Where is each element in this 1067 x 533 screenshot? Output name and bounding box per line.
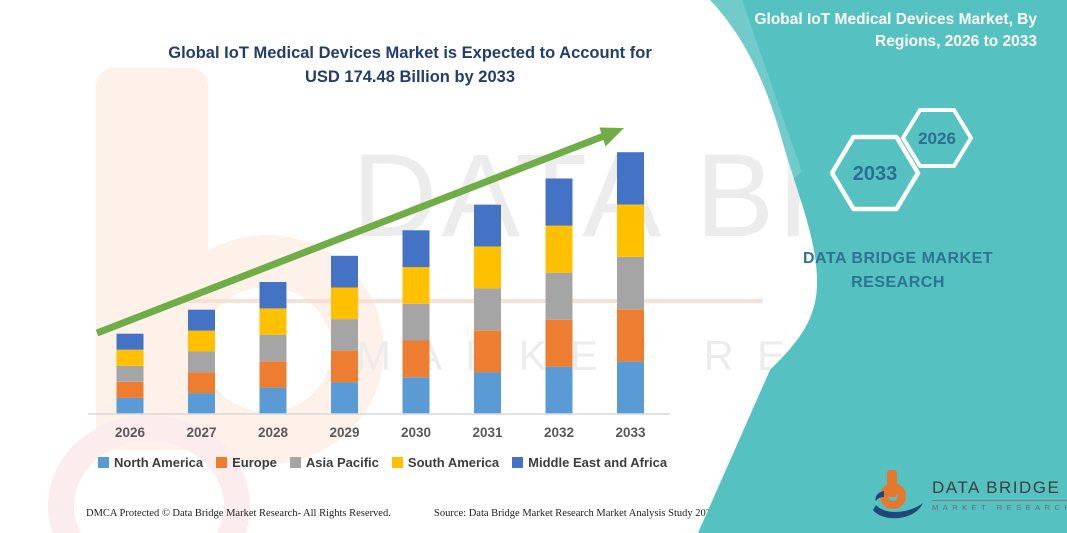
- bar-group-2033: 2033: [615, 152, 646, 440]
- bar-segment-north-america: [402, 377, 430, 415]
- bar-segment-south-america: [331, 287, 358, 320]
- bar-segment-south-america: [116, 349, 144, 366]
- legend-label: Europe: [232, 455, 277, 470]
- legend-label: North America: [114, 455, 204, 470]
- x-axis-label-2028: 2028: [258, 425, 289, 440]
- dbmr-logo-text: DATA BRIDGE MARKET RESEARCH: [932, 478, 1067, 512]
- bar-segment-asia-pacific: [545, 272, 573, 320]
- bar-segment-middle-east-and-africa: [331, 255, 358, 288]
- bar-group-2026: 2026: [115, 333, 146, 440]
- bar-segment-asia-pacific: [188, 351, 215, 373]
- bar-segment-south-america: [545, 225, 573, 273]
- hexagon-2033-badge: 2033: [829, 134, 921, 212]
- x-axis-label-2026: 2026: [115, 425, 146, 440]
- source-note: Source: Data Bridge Market Research Mark…: [434, 508, 717, 519]
- bar-segment-north-america: [331, 382, 358, 415]
- chart-title: Global IoT Medical Devices Market is Exp…: [168, 44, 652, 86]
- bar-segment-europe: [188, 372, 215, 394]
- bar-group-2027: 2027: [186, 309, 217, 440]
- bar-segment-middle-east-and-africa: [259, 282, 287, 309]
- panel-title: Global IoT Medical Devices Market, By Re…: [754, 11, 1037, 50]
- bar-segment-north-america: [259, 387, 287, 414]
- x-axis-label-2030: 2030: [401, 425, 431, 440]
- logo-subtitle: MARKET RESEARCH: [932, 503, 1067, 512]
- bar-group-2032: 2032: [544, 178, 574, 440]
- bar-segment-europe: [402, 340, 430, 378]
- legend-label: South America: [407, 455, 500, 470]
- bar-segment-asia-pacific: [259, 334, 287, 362]
- legend-item-north-america: North America: [98, 455, 203, 470]
- legend-swatch: [391, 457, 403, 468]
- legend-item-europe: Europe: [216, 455, 277, 470]
- bar-segment-south-america: [617, 204, 644, 257]
- legend-item-middle-east-and-africa: Middle East and Africa: [512, 455, 667, 470]
- bar-segment-europe: [259, 361, 287, 388]
- chart-legend: North America Europe Asia Pacific South Ame…: [98, 455, 670, 470]
- bar-group-2028: 2028: [258, 282, 289, 440]
- trend-arrow: [95, 127, 624, 337]
- bar-segment-middle-east-and-africa: [188, 309, 215, 331]
- bar-segment-south-america: [474, 246, 501, 289]
- dmca-note: DMCA Protected © Data Bridge Market Rese…: [86, 508, 391, 519]
- dbmr-logo: DATA BRIDGE MARKET RESEARCH: [872, 470, 1067, 520]
- bar-segment-north-america: [188, 393, 215, 414]
- x-axis-label-2027: 2027: [186, 425, 216, 440]
- bar-segment-north-america: [116, 397, 144, 414]
- legend-swatch: [289, 457, 301, 468]
- bar-segment-asia-pacific: [116, 365, 144, 382]
- legend-label: Middle East and Africa: [528, 455, 668, 470]
- panel-edge-highlight: [710, 0, 802, 186]
- legend-item-south-america: South America: [391, 455, 500, 470]
- bar-segment-asia-pacific: [617, 256, 644, 310]
- hexagon-2026-label: 2026: [918, 129, 956, 148]
- x-axis-label-2029: 2029: [329, 425, 359, 440]
- hexagon-2033-label: 2033: [853, 163, 898, 185]
- x-axis-label-2033: 2033: [615, 425, 646, 440]
- bar-group-2031: 2031: [472, 204, 503, 440]
- bar-segment-middle-east-and-africa: [474, 204, 501, 247]
- bar-segment-asia-pacific: [474, 288, 501, 331]
- bar-segment-south-america: [188, 330, 215, 352]
- bar-segment-europe: [545, 319, 573, 367]
- bar-segment-middle-east-and-africa: [617, 152, 644, 205]
- bar-segment-europe: [116, 381, 144, 398]
- bar-segment-north-america: [545, 366, 573, 414]
- legend-swatch: [98, 457, 109, 468]
- bar-segment-asia-pacific: [331, 319, 358, 351]
- logo-title: DATA BRIDGE: [932, 478, 1061, 497]
- legend-item-asia-pacific: Asia Pacific: [289, 455, 379, 470]
- hexagon-2026-badge: 2026: [901, 108, 973, 168]
- legend-swatch: [512, 457, 524, 468]
- bar-segment-europe: [331, 350, 358, 383]
- bar-segment-north-america: [474, 372, 501, 414]
- logo-divider: [932, 500, 1067, 501]
- watermark-underline: [178, 299, 763, 303]
- legend-label: Asia Pacific: [305, 455, 379, 470]
- bar-segment-south-america: [402, 267, 430, 304]
- panel-brand-text: DATA BRIDGE MARKET RESEARCH: [802, 250, 994, 291]
- bar-segment-europe: [617, 309, 644, 362]
- bar-segment-south-america: [259, 308, 287, 335]
- right-panel-shape: [698, 0, 1067, 533]
- bar-segment-middle-east-and-africa: [116, 333, 144, 350]
- x-axis-label-2032: 2032: [544, 425, 574, 440]
- bar-segment-europe: [474, 330, 501, 373]
- bar-group-2030: 2030: [401, 230, 431, 440]
- x-axis-label-2031: 2031: [472, 425, 503, 440]
- bar-group-2029: 2029: [329, 255, 360, 440]
- legend-swatch: [216, 457, 228, 468]
- bar-segment-asia-pacific: [402, 303, 430, 341]
- dbmr-logo-icon: [873, 470, 923, 519]
- bar-segment-north-america: [617, 361, 644, 414]
- bar-segment-middle-east-and-africa: [545, 178, 573, 226]
- bar-segment-middle-east-and-africa: [402, 230, 430, 268]
